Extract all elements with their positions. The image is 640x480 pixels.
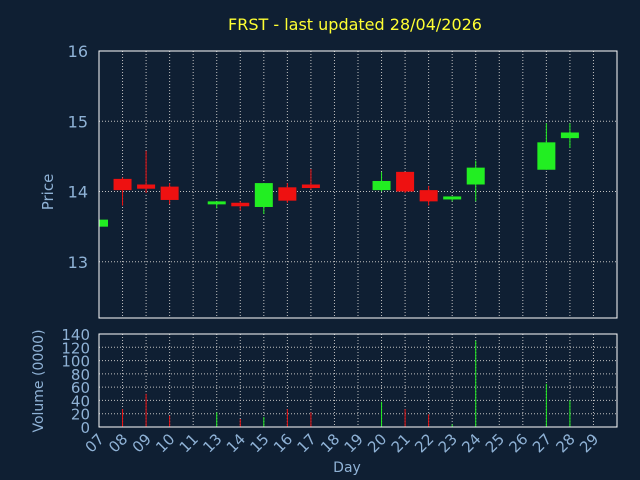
volume-axis-label: Volume (0000) xyxy=(31,329,47,432)
x-tick-label: 13 xyxy=(199,430,225,456)
x-tick-label: 08 xyxy=(105,430,131,456)
price-tick-label: 15 xyxy=(68,112,88,131)
x-tick-label: 14 xyxy=(223,430,249,456)
x-tick-label: 09 xyxy=(129,430,155,456)
volume-tick-label: 80 xyxy=(71,366,90,384)
candle-body xyxy=(466,167,485,185)
price-grid xyxy=(99,50,617,318)
x-tick-label: 17 xyxy=(294,430,320,456)
x-tick-label: 24 xyxy=(458,430,484,456)
volume-tick-label: 20 xyxy=(71,406,90,424)
price-tick-label: 13 xyxy=(68,253,88,272)
x-tick-label: 11 xyxy=(176,430,202,456)
x-tick-label: 25 xyxy=(482,430,508,456)
candle xyxy=(372,171,391,192)
x-tick-label: 22 xyxy=(411,430,437,456)
volume-frame xyxy=(98,333,618,428)
x-tick-label: 26 xyxy=(505,430,531,456)
chart-title: FRST - last updated 28/04/2026 xyxy=(228,15,482,34)
price-panel: 13 14 15 16 Price xyxy=(39,42,618,319)
candle-body xyxy=(560,132,579,139)
candle-body xyxy=(396,171,415,192)
x-tick-label: 15 xyxy=(246,430,272,456)
price-axis-label: Price xyxy=(39,174,57,211)
x-ticks: 0708091011131415161718192021222324252627… xyxy=(82,430,603,456)
volume-tick-label: 100 xyxy=(61,353,90,371)
candle xyxy=(137,150,156,193)
x-tick-label: 21 xyxy=(388,430,414,456)
candle-body xyxy=(160,186,179,200)
x-tick-label: 28 xyxy=(553,430,579,456)
candles xyxy=(98,123,579,229)
price-frame xyxy=(98,50,618,319)
candle-body xyxy=(372,180,391,191)
price-tick-label: 16 xyxy=(68,42,88,61)
volume-tick-label: 40 xyxy=(71,392,90,410)
x-tick-label: 19 xyxy=(341,430,367,456)
candle xyxy=(254,183,273,215)
price-tick-label: 14 xyxy=(68,183,88,202)
candle-body xyxy=(537,142,556,170)
candle-body xyxy=(231,202,250,207)
candle xyxy=(98,218,108,229)
x-tick-label: 27 xyxy=(529,430,555,456)
candle-body xyxy=(113,178,132,191)
candle-body xyxy=(443,196,462,200)
volume-bars xyxy=(98,340,571,427)
candle xyxy=(207,201,226,209)
candle xyxy=(160,183,179,205)
x-tick-label: 23 xyxy=(435,430,461,456)
candle-body xyxy=(137,184,156,189)
volume-tick-label: 0 xyxy=(80,419,90,437)
volume-tick-label: 120 xyxy=(61,339,90,357)
candle-body xyxy=(278,187,297,201)
candle xyxy=(419,185,438,206)
candle-body xyxy=(419,190,438,202)
candle xyxy=(443,196,462,202)
candle-body xyxy=(254,183,273,207)
candle xyxy=(466,160,485,202)
x-tick-label: 20 xyxy=(364,430,390,456)
candle-body xyxy=(301,184,320,189)
price-y-ticks: 13 14 15 16 xyxy=(68,42,88,272)
volume-tick-label: 60 xyxy=(71,379,90,397)
volume-grid xyxy=(99,333,617,428)
candle xyxy=(396,171,415,193)
x-axis-label: Day xyxy=(333,460,361,476)
x-tick-label: 10 xyxy=(152,430,178,456)
candle xyxy=(560,123,579,148)
candle xyxy=(537,123,556,170)
candle-body xyxy=(99,219,108,227)
candle-body xyxy=(207,201,226,205)
candle xyxy=(231,201,250,211)
x-tick-label: 29 xyxy=(576,430,602,456)
x-tick-label: 16 xyxy=(270,430,296,456)
candle xyxy=(113,177,132,206)
candle xyxy=(301,169,320,190)
x-tick-label: 18 xyxy=(317,430,343,456)
volume-tick-label: 140 xyxy=(61,326,90,344)
candle xyxy=(278,183,297,203)
